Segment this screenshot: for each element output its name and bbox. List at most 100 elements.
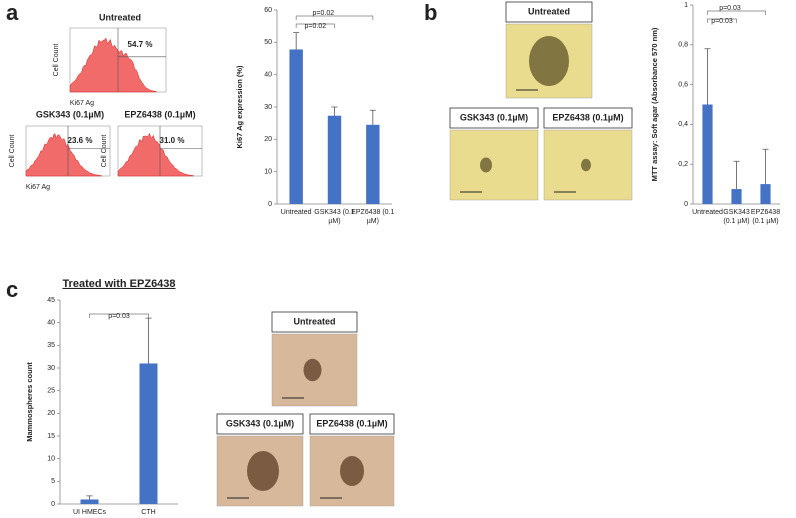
y-tick-label: 1: [684, 2, 688, 9]
panel-label: b: [424, 0, 437, 25]
error-bar: [704, 48, 711, 105]
x-tick-label-box: GSK343 (0.1 µM): [314, 209, 355, 225]
bar: [702, 104, 713, 204]
x-tick-label-box: UI HMECs: [72, 509, 107, 516]
y-tick-label: 40: [47, 320, 55, 327]
colony: [529, 36, 569, 86]
error-bar: [331, 106, 338, 116]
x-tick-label-box: CTH: [141, 509, 156, 516]
micrograph-title-box: [216, 413, 304, 435]
significance-bracket: [707, 18, 737, 23]
bar: [139, 363, 158, 504]
x-tick-label: UI HMECs: [72, 509, 107, 516]
x-tick-label-box: Untreated: [692, 209, 723, 216]
colony: [480, 157, 492, 173]
y-tick-label: 20: [47, 410, 55, 417]
y-tick-label: 0: [684, 201, 688, 208]
flow-histogram: [117, 132, 194, 177]
flow-histogram: [69, 37, 157, 93]
y-tick-label: 0: [51, 501, 55, 508]
y-tick-label: 35: [47, 342, 55, 349]
p-value: p=0.02: [305, 23, 327, 30]
error-bar: [369, 109, 376, 125]
x-tick-label: EPZ6438 (0.1 µM): [750, 209, 781, 225]
p-value: p=0.03: [719, 5, 741, 12]
error-bar: [762, 148, 769, 185]
flow-x-label: Ki67 Ag: [26, 184, 50, 191]
flow-percent: 23.6 %: [68, 136, 93, 145]
micrograph-title-box: [449, 107, 539, 129]
flow-percent: 54.7 %: [128, 40, 153, 49]
flow-title: Untreated: [99, 12, 141, 22]
x-tick-label-box: EPZ6438 (0.1 µM): [351, 209, 395, 225]
bar: [289, 49, 303, 204]
bar: [80, 499, 99, 504]
significance-bracket: [295, 15, 374, 20]
p-value: p=0.02: [313, 10, 335, 17]
error-bar: [733, 160, 740, 190]
p-value: p=0.03: [711, 18, 733, 25]
error-bar: [145, 317, 152, 364]
significance-bracket: [707, 10, 766, 15]
flow-y-label: Cell Count: [53, 44, 60, 77]
x-tick-label: EPZ6438 (0.1 µM): [351, 209, 395, 225]
y-tick-label: 40: [264, 72, 272, 79]
x-tick-label-box: GSK343 (0.1 µM): [723, 209, 750, 225]
bar: [366, 124, 380, 204]
x-tick-label: CTH: [141, 509, 156, 516]
y-axis-label: Mammospheres count: [25, 362, 34, 442]
micrograph-title: EPZ6438 (0.1µM): [552, 112, 623, 122]
colony: [340, 456, 364, 486]
significance-bracket: [89, 313, 149, 318]
y-tick-label: 0,4: [678, 121, 688, 128]
panel-label: a: [6, 0, 19, 25]
colony: [247, 451, 279, 491]
error-bar: [293, 32, 300, 50]
y-tick-label: 0,6: [678, 81, 688, 88]
x-tick-label: GSK343 (0.1 µM): [314, 209, 355, 225]
flow-y-label: Cell Count: [101, 135, 108, 168]
colony: [303, 358, 322, 382]
y-tick-label: 50: [264, 39, 272, 46]
micrograph-title-box: [505, 1, 593, 23]
bar: [731, 189, 742, 204]
y-tick-label: 25: [47, 388, 55, 395]
micrograph-title: GSK343 (0.1µM): [226, 418, 294, 428]
x-tick-label: GSK343 (0.1 µM): [723, 209, 750, 225]
flow-y-label: Cell Count: [9, 135, 16, 168]
y-tick-label: 0: [268, 201, 272, 208]
y-tick-label: 0,2: [678, 161, 688, 168]
y-tick-label: 30: [47, 365, 55, 372]
y-tick-label: 0,8: [678, 42, 688, 49]
micrograph-title-box: [309, 413, 395, 435]
y-tick-label: 20: [264, 136, 272, 143]
y-tick-label: 10: [264, 169, 272, 176]
y-tick-label: 30: [264, 104, 272, 111]
x-tick-label: Untreated: [692, 209, 723, 216]
flow-x-label: Ki67 Ag: [70, 100, 94, 107]
colony: [581, 158, 591, 172]
panel-label: c: [6, 277, 18, 302]
significance-bracket: [295, 23, 335, 28]
x-tick-label: Untreated: [280, 209, 312, 216]
x-tick-label-box: EPZ6438 (0.1 µM): [750, 209, 781, 225]
flow-title: EPZ6438 (0.1µM): [124, 109, 195, 119]
p-value: p=0.03: [108, 313, 130, 320]
flow-histogram: [25, 133, 102, 177]
y-tick-label: 60: [264, 7, 272, 14]
flow-percent: 31.0 %: [160, 136, 185, 145]
y-tick-label: 45: [47, 297, 55, 304]
error-bar: [86, 495, 93, 500]
micrograph-title: Untreated: [293, 316, 335, 326]
bar: [760, 184, 771, 204]
x-tick-label-box: Untreated: [280, 209, 312, 216]
micrograph-title: Untreated: [528, 6, 570, 16]
micrograph-title-box: [543, 107, 633, 129]
micrograph-title-box: [271, 311, 358, 333]
y-axis-label: Ki67 Ag expression (%): [235, 65, 244, 149]
y-tick-label: 5: [51, 478, 55, 485]
micrograph: [449, 129, 539, 201]
micrograph-title: EPZ6438 (0.1µM): [316, 418, 387, 428]
bar: [327, 115, 342, 204]
